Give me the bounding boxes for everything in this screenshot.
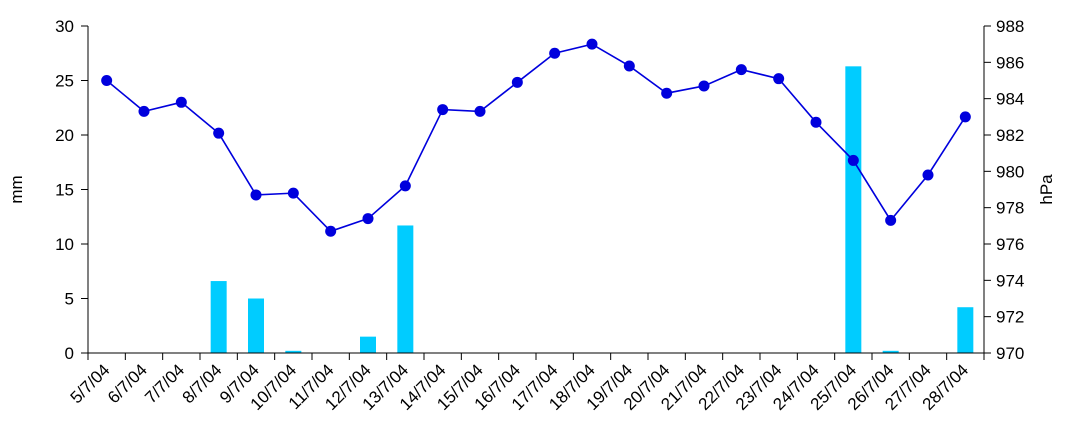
x-tick-label: 7/7/04	[141, 360, 188, 407]
pressure-point	[101, 75, 113, 86]
right-tick-label: 982	[996, 126, 1024, 145]
left-tick-label: 20	[55, 126, 74, 145]
pressure-point	[325, 225, 337, 237]
left-tick-label: 10	[55, 235, 74, 254]
rainfall-bar	[285, 350, 302, 353]
pressure-point	[698, 80, 710, 92]
pressure-point	[250, 189, 262, 201]
pressure-point	[175, 96, 187, 108]
x-tick-label: 6/7/04	[104, 360, 151, 407]
pressure-point	[399, 180, 411, 192]
left-axis-title: mm	[7, 175, 26, 203]
x-tick-label: 5/7/04	[67, 360, 114, 407]
pressure-point	[922, 169, 934, 181]
pressure-point	[138, 105, 150, 117]
rainfall-bar	[397, 225, 414, 353]
left-tick-label: 25	[55, 72, 74, 91]
right-tick-label: 970	[996, 344, 1024, 363]
ticks: 0 5 10 15 20 25 30 970 972 974 976 978 980 982 984 986 9…	[55, 17, 1024, 414]
rainfall-bar	[360, 336, 376, 353]
pressure-point	[287, 187, 299, 199]
left-tick-label: 0	[65, 344, 74, 363]
right-axis-title: hPa	[1037, 174, 1056, 205]
right-tick-label: 976	[996, 235, 1024, 254]
rainfall-bar	[957, 307, 974, 353]
left-tick-label: 15	[55, 181, 74, 200]
rainfall-bar	[882, 350, 899, 353]
pressure-point	[437, 104, 449, 116]
rainfall-bar	[845, 66, 862, 353]
left-tick-label: 30	[55, 17, 74, 36]
left-tick-label: 5	[65, 290, 74, 309]
pressure-point	[586, 38, 598, 50]
pressure-point	[623, 60, 635, 72]
pressure-point	[511, 76, 523, 88]
pressure-point	[735, 64, 747, 76]
pressure-point	[959, 111, 971, 123]
rainfall-bar	[210, 281, 227, 353]
right-tick-label: 978	[996, 199, 1024, 218]
pressure-point	[213, 127, 225, 139]
x-tick-label: 8/7/04	[179, 360, 226, 407]
pressure-point	[549, 47, 561, 59]
right-tick-label: 974	[996, 271, 1024, 290]
right-tick-label: 972	[996, 308, 1024, 327]
rainfall-bar	[248, 298, 264, 353]
pressure-line	[101, 38, 971, 237]
pressure-point	[847, 154, 859, 166]
right-tick-label: 984	[996, 90, 1024, 109]
pressure-point	[661, 87, 673, 99]
right-tick-label: 980	[996, 162, 1024, 181]
pressure-point	[810, 116, 822, 128]
right-tick-label: 986	[996, 53, 1024, 72]
pressure-series-line	[106, 43, 967, 233]
rainfall-bars	[210, 66, 974, 353]
pressure-point	[885, 214, 897, 226]
pressure-point	[362, 213, 374, 225]
right-tick-label: 988	[996, 17, 1024, 36]
pressure-point	[474, 105, 486, 117]
pressure-point	[773, 73, 785, 85]
